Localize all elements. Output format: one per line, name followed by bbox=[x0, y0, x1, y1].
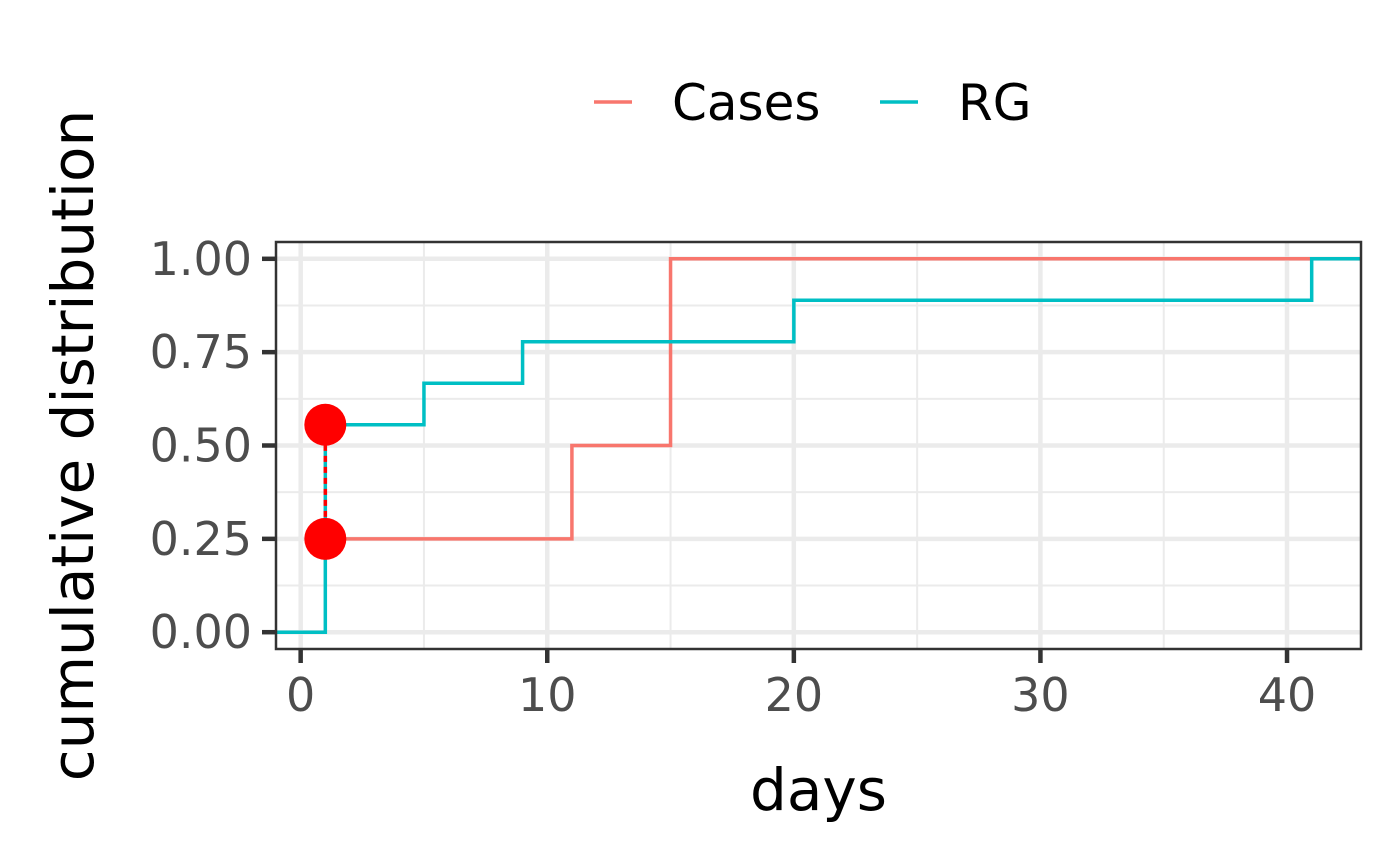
x-tick-label: 20 bbox=[765, 668, 824, 722]
x-tick-label: 30 bbox=[1011, 668, 1070, 722]
y-tick-label: 1.00 bbox=[150, 232, 252, 286]
x-axis-title: days bbox=[750, 756, 887, 824]
x-tick-label: 0 bbox=[286, 668, 315, 722]
marker-point bbox=[304, 403, 347, 446]
y-tick-label: 0.50 bbox=[150, 419, 252, 473]
x-axis: 0 10 20 30 40 bbox=[286, 649, 1316, 722]
series-line-cases bbox=[325, 257, 1361, 541]
y-tick-label: 0.75 bbox=[150, 325, 252, 379]
marker-point bbox=[304, 517, 347, 560]
y-axis: 0.00 0.25 0.50 0.75 1.00 bbox=[150, 232, 276, 659]
legend: Cases RG bbox=[594, 74, 1032, 132]
y-tick-label: 0.00 bbox=[150, 605, 252, 659]
legend-label-rg: RG bbox=[958, 74, 1032, 132]
x-tick-label: 40 bbox=[1258, 668, 1317, 722]
y-axis-title: cumulative distribution bbox=[39, 110, 107, 781]
y-tick-label: 0.25 bbox=[150, 512, 252, 566]
marker-layer bbox=[304, 403, 347, 560]
x-tick-label: 10 bbox=[518, 668, 577, 722]
legend-label-cases: Cases bbox=[672, 74, 820, 132]
